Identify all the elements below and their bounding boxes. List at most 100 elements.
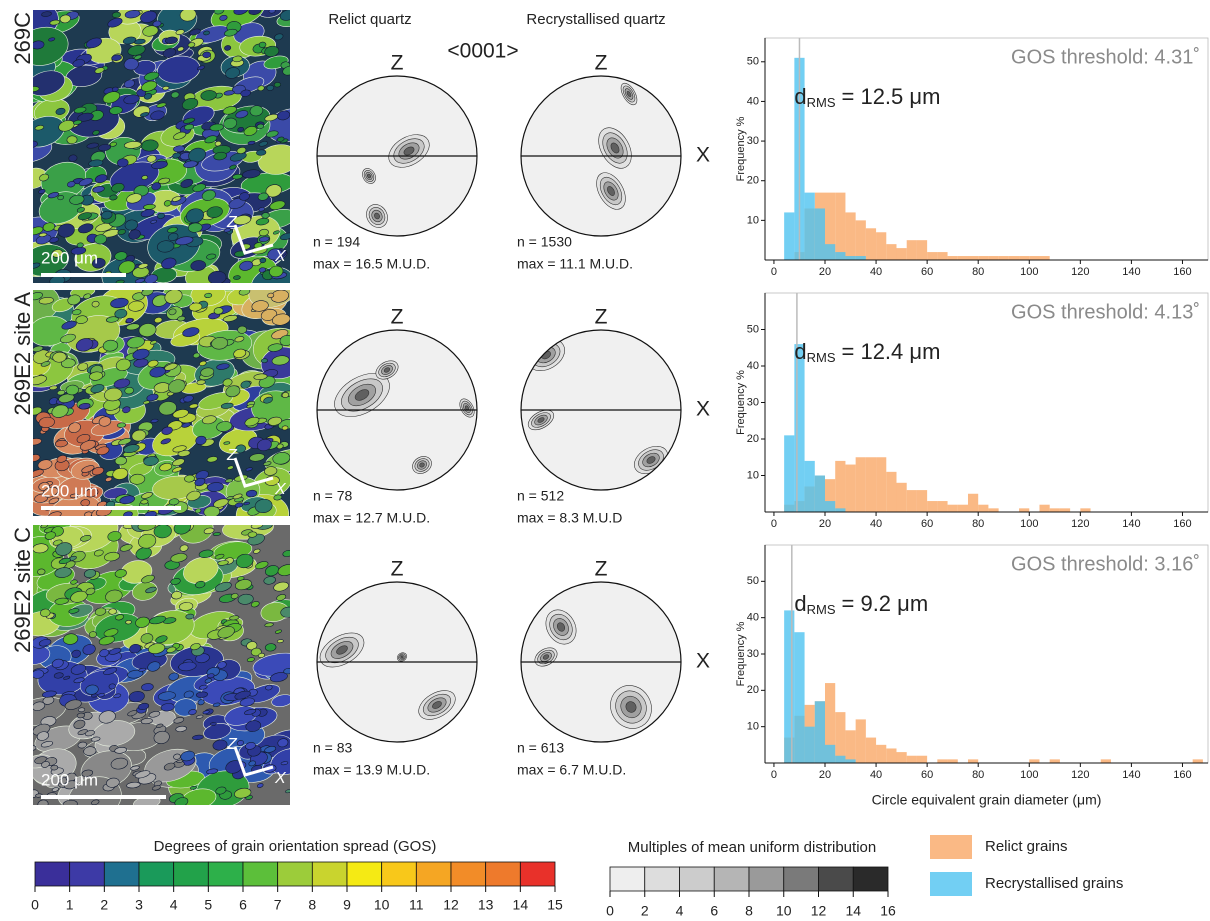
colorbar-tick-label: 8 [308, 897, 316, 913]
colorbar-segment [415, 861, 452, 887]
pole-z-label: Z [391, 306, 404, 329]
grain [248, 760, 256, 767]
grain [65, 384, 80, 396]
x-tick-label: 20 [819, 266, 831, 278]
grain [92, 257, 106, 269]
grain [282, 549, 290, 557]
grain [102, 91, 121, 104]
grain [114, 308, 128, 319]
axis-x: X [274, 481, 287, 498]
grain [172, 152, 181, 159]
grain [170, 553, 188, 563]
grain [233, 10, 249, 15]
grain [206, 206, 223, 218]
grain [181, 97, 199, 111]
grain [146, 154, 157, 163]
grain [124, 219, 139, 231]
y-tick-label: 10 [747, 721, 759, 733]
histogram-bar [896, 752, 907, 763]
grain [179, 10, 197, 22]
legend-swatch [930, 872, 972, 896]
grain [188, 709, 197, 716]
x-tick-label: 160 [1173, 769, 1191, 781]
grain [98, 143, 111, 152]
grain [172, 458, 185, 467]
colorbar-segment [713, 866, 750, 892]
colorbar-segment [748, 866, 785, 892]
grain [173, 145, 186, 153]
grain [77, 741, 88, 749]
histogram-bar [927, 501, 938, 512]
colorbar-segment [242, 861, 279, 887]
histogram-bar [825, 683, 836, 763]
grain [102, 339, 119, 352]
grain [41, 690, 57, 698]
grain [219, 14, 228, 21]
histogram-bar [865, 457, 877, 512]
grain [264, 466, 278, 476]
grain [246, 404, 254, 409]
drms-value: = 12.4 μm [842, 339, 941, 364]
grain [190, 260, 207, 271]
histogram-bar [937, 759, 948, 763]
colorbar-tick-label: 7 [274, 897, 282, 913]
grain [124, 10, 141, 19]
grain [33, 375, 47, 386]
x-tick-label: 20 [819, 518, 831, 530]
grain [38, 232, 48, 237]
histogram-bar [855, 220, 866, 260]
grain [204, 678, 212, 684]
grain [69, 194, 85, 205]
pole-n: n = 512 [517, 488, 564, 504]
legend-swatch [930, 835, 972, 859]
x-tick-label: 0 [771, 266, 777, 278]
histogram-bar [835, 192, 846, 260]
histogram-bar [896, 248, 907, 260]
grain [156, 723, 164, 728]
grain [51, 787, 59, 792]
grain [155, 635, 168, 644]
grain [38, 296, 54, 305]
histogram-bar [957, 256, 968, 260]
grain [209, 123, 224, 132]
grain [33, 454, 41, 462]
contour [383, 367, 391, 373]
grain [192, 352, 201, 359]
grain [76, 242, 84, 248]
grain [190, 785, 197, 790]
grain [223, 228, 231, 233]
grain [206, 768, 219, 775]
drms-symbol: d [794, 591, 806, 616]
grain [54, 597, 69, 605]
grain [257, 192, 269, 201]
contour [625, 701, 637, 713]
grain [123, 94, 140, 105]
histogram-bar [804, 726, 815, 763]
colorbar-title: Degrees of grain orientation spread (GOS… [154, 838, 437, 855]
pole-n: n = 83 [313, 740, 353, 756]
colorbar-tick-label: 9 [343, 897, 351, 913]
grain [224, 45, 232, 51]
grain [141, 80, 158, 92]
histogram-bar [876, 744, 887, 763]
grain [222, 314, 238, 322]
x-tick-label: 0 [771, 769, 777, 781]
histogram-bar [947, 256, 958, 260]
colorbar-tick-label: 2 [100, 897, 108, 913]
grain [159, 463, 173, 472]
grain [256, 123, 265, 129]
grain [217, 626, 235, 639]
grain [234, 690, 251, 700]
grain [50, 764, 59, 771]
grain [91, 466, 105, 476]
colorbar-segment [311, 861, 348, 887]
grain [86, 37, 102, 49]
grain [264, 565, 280, 577]
grain [110, 297, 129, 309]
histogram-bar [814, 475, 826, 512]
grain [123, 511, 133, 516]
grain [258, 236, 270, 242]
contour [646, 456, 656, 464]
grain [243, 501, 250, 506]
grain [40, 361, 51, 367]
